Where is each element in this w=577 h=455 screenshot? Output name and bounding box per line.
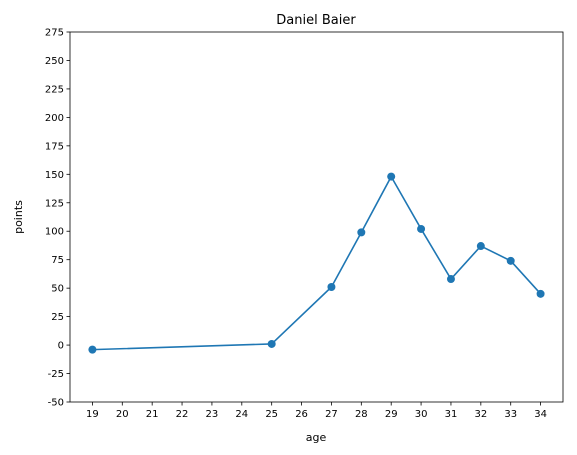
y-tick-label: 75	[51, 255, 64, 266]
x-tick-label: 23	[206, 409, 219, 420]
y-axis-ticks: -50 -25 0 25 50 75 100 125 150 175 200 225 250 275	[45, 28, 70, 409]
x-axis-label: age	[306, 431, 327, 444]
x-tick-label: 19	[86, 409, 99, 420]
y-tick-label: 125	[45, 198, 64, 209]
x-tick-label: 24	[235, 409, 248, 420]
x-tick-label: 33	[504, 409, 517, 420]
y-axis-label: points	[12, 200, 25, 234]
data-point	[506, 256, 515, 265]
data-point	[446, 275, 455, 284]
x-tick-label: 32	[474, 409, 487, 420]
y-tick-label: -50	[48, 398, 64, 409]
y-tick-label: 175	[45, 141, 64, 152]
x-tick-label: 20	[116, 409, 129, 420]
x-tick-label: 26	[295, 409, 308, 420]
chart-title: Daniel Baier	[276, 13, 356, 28]
y-tick-label: 225	[45, 84, 64, 95]
x-axis-ticks: 19 20 21 22 23 24 25 26 27 28 29 30 31 32 33 34	[86, 402, 547, 420]
data-point	[417, 224, 426, 233]
x-tick-label: 22	[176, 409, 189, 420]
data-point	[357, 228, 366, 237]
y-tick-label: 200	[45, 113, 64, 124]
x-tick-label: 34	[534, 409, 547, 420]
x-tick-label: 27	[325, 409, 338, 420]
y-tick-label: 0	[58, 341, 64, 352]
series-line	[92, 175, 542, 351]
y-tick-label: -25	[48, 369, 64, 380]
y-tick-label: 275	[45, 28, 64, 39]
data-point	[327, 283, 336, 292]
y-tick-label: 25	[51, 312, 64, 323]
x-tick-label: 31	[445, 409, 458, 420]
y-tick-label: 250	[45, 56, 64, 67]
x-tick-label: 29	[385, 409, 398, 420]
y-tick-label: 100	[45, 227, 64, 238]
data-point	[536, 289, 545, 298]
x-tick-label: 30	[415, 409, 428, 420]
data-point	[88, 345, 97, 354]
y-tick-label: 150	[45, 170, 64, 181]
x-tick-label: 21	[146, 409, 159, 420]
data-point	[476, 242, 485, 251]
plot-frame	[69, 31, 564, 403]
x-tick-label: 28	[355, 409, 368, 420]
y-tick-label: 50	[51, 284, 64, 295]
series-layer	[88, 172, 545, 354]
data-point	[267, 339, 276, 348]
x-tick-label: 25	[265, 409, 278, 420]
data-point	[387, 172, 396, 181]
